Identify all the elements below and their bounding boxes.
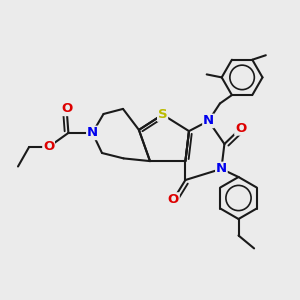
Text: N: N (87, 126, 98, 140)
Text: N: N (216, 162, 227, 176)
Text: O: O (43, 140, 54, 154)
Text: N: N (203, 114, 214, 128)
Text: O: O (61, 102, 72, 116)
Text: S: S (158, 108, 167, 121)
Text: O: O (235, 122, 246, 135)
Text: O: O (168, 193, 179, 206)
